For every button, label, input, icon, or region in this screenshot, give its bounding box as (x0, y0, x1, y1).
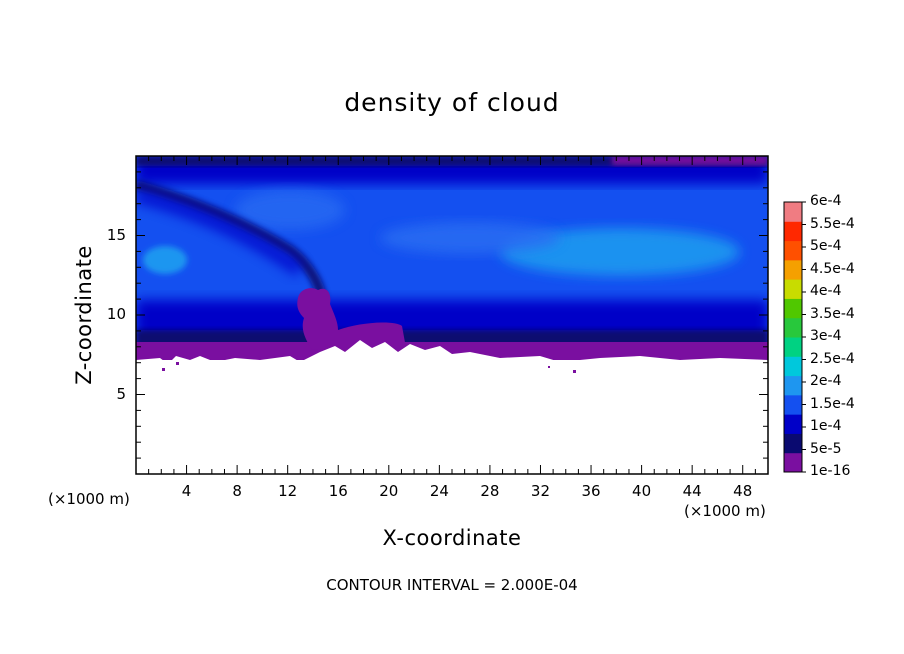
x-tick-label: 36 (581, 482, 601, 500)
colorbar-swatch (784, 433, 802, 454)
colorbar-swatch (784, 394, 802, 415)
cloud-density-field (136, 156, 768, 474)
colorbar-swatch (784, 221, 802, 242)
colorbar-swatch (784, 259, 802, 280)
y-axis-ticks (136, 171, 768, 459)
colorbar-label: 4e-4 (810, 283, 842, 299)
x-tick-label: 32 (530, 482, 551, 500)
colorbar-swatch (784, 375, 802, 396)
x-axis-title: X-coordinate (382, 526, 522, 550)
x-tick-label: 20 (379, 482, 399, 500)
colorbar-swatch (784, 337, 802, 357)
colorbar-label: 2.5e-4 (810, 350, 855, 367)
colorbar-label: 1e-16 (810, 463, 851, 479)
y-axis-title: Z-coordinate (72, 245, 96, 385)
x-tick-label: 40 (632, 482, 652, 500)
x-tick-label: 8 (232, 482, 242, 500)
x-tick-label: 44 (682, 482, 702, 500)
x-tick-label: 12 (278, 482, 298, 500)
x-axis-unit-right: (×1000 m) (684, 502, 766, 520)
colorbar-swatch (784, 279, 802, 299)
colorbar-label: 1.5e-4 (810, 395, 855, 412)
y-tick-label: 5 (116, 384, 126, 403)
colorbar-label: 4.5e-4 (810, 260, 855, 277)
x-tick-label: 24 (429, 482, 449, 500)
x-axis-unit-left: (×1000 m) (48, 490, 130, 508)
x-axis-ticks (148, 156, 756, 474)
colorbar-swatch (784, 240, 802, 261)
x-tick-label: 4 (181, 482, 192, 500)
colorbar-label: 2e-4 (810, 373, 842, 389)
colorbar-swatch (784, 202, 802, 222)
colorbar-swatch (784, 356, 802, 377)
x-tick-label: 28 (480, 482, 500, 500)
colorbar-swatch (784, 452, 802, 473)
y-tick-label: 15 (106, 225, 126, 244)
colorbar-label: 1e-4 (810, 418, 842, 434)
colorbar-swatch (784, 317, 802, 338)
colorbar-label: 5e-5 (810, 440, 842, 457)
colorbar-swatch (784, 298, 802, 319)
x-tick-label: 16 (328, 482, 348, 500)
colorbar-label: 6e-4 (810, 193, 842, 209)
colorbar-label: 5.5e-4 (810, 215, 855, 232)
x-tick-label: 48 (733, 482, 753, 500)
y-tick-label: 10 (106, 305, 126, 323)
colorbar-label: 5e-4 (810, 238, 842, 254)
colorbar-swatch (784, 414, 802, 434)
contour-interval-footer: CONTOUR INTERVAL = 2.000E-04 (326, 576, 578, 594)
colorbar-label: 3.5e-4 (810, 305, 855, 322)
chart-title: density of cloud (344, 88, 560, 117)
colorbar-label: 3e-4 (810, 328, 842, 344)
colorbar (783, 201, 806, 473)
